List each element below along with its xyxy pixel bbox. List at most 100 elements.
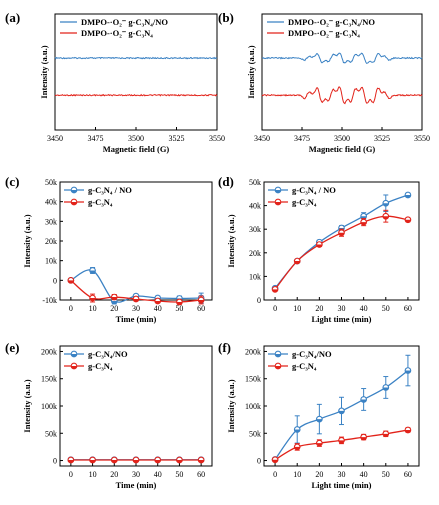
- spectrum-line: [261, 52, 423, 65]
- legend-marker-fill: [71, 190, 77, 193]
- x-tick-label: 3500: [334, 134, 350, 143]
- data-point-fill: [360, 222, 367, 225]
- y-tick-label: 10k: [45, 257, 57, 266]
- x-tick-label: 3500: [128, 134, 144, 143]
- legend-label: g-C₃N₄: [88, 361, 113, 371]
- data-point-fill: [198, 300, 204, 303]
- spectrum-line: [261, 86, 423, 105]
- x-axis-title: Time (min): [116, 480, 157, 490]
- data-point-fill: [405, 194, 411, 198]
- y-axis-title: Intensity (a.u.): [246, 45, 256, 98]
- y-tick-label: 0: [257, 296, 261, 305]
- x-tick-label: 3475: [88, 134, 104, 143]
- data-point-fill: [294, 261, 301, 264]
- panel-3: (c) Intensity (a.u.) Time (min) 0 10 20 30 40 50…: [5, 174, 213, 324]
- data-point-fill: [68, 460, 74, 463]
- x-tick-label: 0: [273, 470, 277, 479]
- data-point-fill: [176, 301, 183, 305]
- y-axis-title: Intensity (a.u.): [22, 379, 32, 432]
- data-point-fill: [111, 297, 118, 300]
- x-tick-label: 60: [404, 470, 412, 479]
- data-point-fill: [133, 460, 139, 463]
- data-point-fill: [154, 300, 161, 304]
- x-tick-label: 50: [382, 470, 390, 479]
- data-point-fill: [133, 299, 139, 302]
- panel-label: (e): [5, 340, 19, 355]
- legend-label: g-C₃N₄ / NO: [292, 185, 336, 195]
- panel-label: (c): [5, 174, 19, 189]
- spectrum-line: [54, 93, 218, 97]
- legend-label: g-C₃N₄ / NO: [88, 185, 132, 195]
- panel-1: (a) Intensity (a.u.) Magnetic field (G) 345…: [5, 10, 225, 154]
- x-tick-label: 30: [132, 304, 140, 313]
- y-axis-title: Intensity (a.u.): [226, 214, 236, 267]
- y-tick-label: 20k: [249, 249, 261, 258]
- y-tick-label: 10k: [249, 272, 261, 281]
- y-tick-label: 20k: [45, 237, 57, 246]
- x-tick-label: 60: [404, 304, 412, 313]
- x-tick-label: 50: [175, 470, 183, 479]
- data-point-fill: [338, 440, 345, 444]
- y-tick-label: 30k: [249, 225, 261, 234]
- data-point-fill: [198, 460, 204, 463]
- y-tick-label: 200k: [41, 347, 57, 356]
- y-tick-label: 40k: [249, 202, 261, 211]
- data-point-fill: [338, 232, 345, 236]
- data-point-fill: [89, 460, 96, 463]
- panel-6: (f) Intensity (a.u.) Light time (min) 0 10 20…: [218, 340, 420, 490]
- legend-marker-fill: [275, 354, 281, 357]
- data-point-fill: [405, 219, 411, 223]
- y-tick-label: 0: [257, 457, 261, 466]
- data-point-fill: [294, 429, 301, 433]
- spectrum-line: [54, 56, 218, 60]
- legend-label: DMPO-·O₂⁻ g-C₃N₄: [81, 28, 153, 38]
- legend-label: g-C₃N₄/NO: [88, 349, 128, 359]
- x-tick-label: 10: [293, 470, 301, 479]
- x-tick-label: 40: [154, 304, 162, 313]
- x-tick-label: 20: [315, 304, 323, 313]
- data-point-fill: [316, 443, 323, 446]
- x-axis-title: Magnetic field (G): [309, 144, 376, 154]
- panel-label: (d): [218, 174, 234, 189]
- y-tick-label: 100k: [41, 402, 57, 411]
- y-tick-label: -10k: [42, 296, 57, 305]
- data-point-fill: [382, 433, 389, 437]
- plot-frame: [59, 345, 213, 467]
- data-point-fill: [154, 460, 161, 463]
- data-point-fill: [405, 370, 411, 374]
- x-axis-title: Time (min): [116, 314, 157, 324]
- x-tick-label: 3525: [169, 134, 185, 143]
- x-tick-label: 3525: [374, 134, 390, 143]
- x-axis-title: Light time (min): [312, 314, 372, 324]
- data-point-fill: [89, 298, 96, 301]
- y-tick-label: 30k: [45, 217, 57, 226]
- x-tick-label: 20: [110, 470, 118, 479]
- legend-marker-fill: [71, 202, 77, 205]
- plot-frame: [59, 181, 213, 301]
- y-tick-label: 100k: [245, 402, 261, 411]
- legend-label: g-C₃N₄: [292, 361, 317, 371]
- x-tick-label: 60: [197, 470, 205, 479]
- x-tick-label: 10: [89, 470, 97, 479]
- x-tick-label: 3450: [254, 134, 270, 143]
- data-point-fill: [272, 289, 278, 293]
- x-tick-label: 50: [382, 304, 390, 313]
- legend-marker-fill: [71, 366, 77, 369]
- y-tick-label: 0: [53, 457, 57, 466]
- x-tick-label: 10: [293, 304, 301, 313]
- x-tick-label: 40: [360, 470, 368, 479]
- x-tick-label: 10: [89, 304, 97, 313]
- data-point-fill: [89, 270, 96, 274]
- legend-label: DMPO-·O₂⁻ g-C₃N₄: [288, 28, 360, 38]
- x-tick-label: 30: [338, 470, 346, 479]
- data-point-fill: [338, 410, 345, 414]
- x-tick-label: 0: [273, 304, 277, 313]
- y-tick-label: 40k: [45, 198, 57, 207]
- x-tick-label: 40: [360, 304, 368, 313]
- legend-marker-fill: [275, 202, 281, 205]
- data-point-fill: [360, 437, 367, 440]
- panel-label: (f): [218, 340, 231, 355]
- legend-marker-fill: [71, 354, 77, 357]
- data-point-fill: [111, 460, 118, 463]
- data-point-fill: [111, 300, 118, 304]
